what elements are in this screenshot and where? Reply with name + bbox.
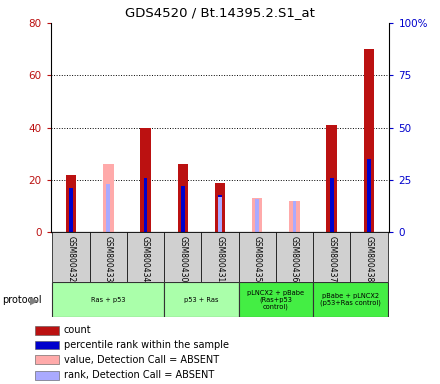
Text: protocol: protocol bbox=[2, 295, 42, 305]
Bar bbox=[367, 159, 371, 232]
Bar bbox=[178, 164, 188, 232]
Bar bbox=[330, 178, 334, 232]
Text: GSM800436: GSM800436 bbox=[290, 236, 299, 283]
Bar bbox=[215, 183, 225, 232]
FancyBboxPatch shape bbox=[52, 282, 164, 317]
Bar bbox=[35, 356, 59, 364]
Bar bbox=[35, 341, 59, 349]
Text: value, Detection Call = ABSENT: value, Detection Call = ABSENT bbox=[64, 355, 219, 365]
FancyBboxPatch shape bbox=[276, 232, 313, 282]
Text: GSM800435: GSM800435 bbox=[253, 236, 262, 283]
Title: GDS4520 / Bt.14395.2.S1_at: GDS4520 / Bt.14395.2.S1_at bbox=[125, 6, 315, 19]
Text: p53 + Ras: p53 + Ras bbox=[184, 296, 219, 303]
Bar bbox=[35, 371, 59, 380]
Bar bbox=[106, 184, 110, 232]
FancyBboxPatch shape bbox=[350, 232, 388, 282]
Bar bbox=[255, 199, 259, 232]
Bar bbox=[140, 127, 151, 232]
Text: percentile rank within the sample: percentile rank within the sample bbox=[64, 340, 229, 350]
FancyBboxPatch shape bbox=[127, 232, 164, 282]
FancyBboxPatch shape bbox=[238, 282, 313, 317]
Bar bbox=[103, 164, 114, 232]
FancyBboxPatch shape bbox=[238, 232, 276, 282]
FancyBboxPatch shape bbox=[90, 232, 127, 282]
Bar bbox=[218, 195, 222, 232]
Text: pBabe + pLNCX2
(p53+Ras control): pBabe + pLNCX2 (p53+Ras control) bbox=[320, 293, 381, 306]
Text: Ras + p53: Ras + p53 bbox=[91, 296, 125, 303]
Bar bbox=[289, 201, 300, 232]
Bar bbox=[144, 178, 147, 232]
FancyBboxPatch shape bbox=[164, 232, 202, 282]
Text: GSM800432: GSM800432 bbox=[66, 236, 76, 283]
Bar bbox=[181, 186, 185, 232]
FancyBboxPatch shape bbox=[313, 282, 388, 317]
Bar bbox=[364, 49, 374, 232]
FancyBboxPatch shape bbox=[52, 232, 90, 282]
Text: pLNCX2 + pBabe
(Ras+p53
control): pLNCX2 + pBabe (Ras+p53 control) bbox=[247, 290, 304, 310]
Text: GSM800433: GSM800433 bbox=[104, 236, 113, 283]
Text: count: count bbox=[64, 325, 92, 335]
Bar bbox=[35, 326, 59, 334]
Text: GSM800431: GSM800431 bbox=[216, 236, 224, 283]
Bar bbox=[66, 175, 76, 232]
Text: GSM800430: GSM800430 bbox=[178, 236, 187, 283]
FancyBboxPatch shape bbox=[202, 232, 238, 282]
Bar bbox=[69, 189, 73, 232]
Bar bbox=[293, 201, 296, 232]
Bar bbox=[218, 197, 222, 232]
Text: GSM800434: GSM800434 bbox=[141, 236, 150, 283]
FancyBboxPatch shape bbox=[164, 282, 238, 317]
Text: ▶: ▶ bbox=[30, 295, 38, 305]
Text: rank, Detection Call = ABSENT: rank, Detection Call = ABSENT bbox=[64, 370, 214, 380]
Text: GSM800437: GSM800437 bbox=[327, 236, 336, 283]
Bar bbox=[252, 198, 262, 232]
FancyBboxPatch shape bbox=[313, 232, 350, 282]
Bar bbox=[326, 125, 337, 232]
Text: GSM800438: GSM800438 bbox=[364, 236, 374, 283]
